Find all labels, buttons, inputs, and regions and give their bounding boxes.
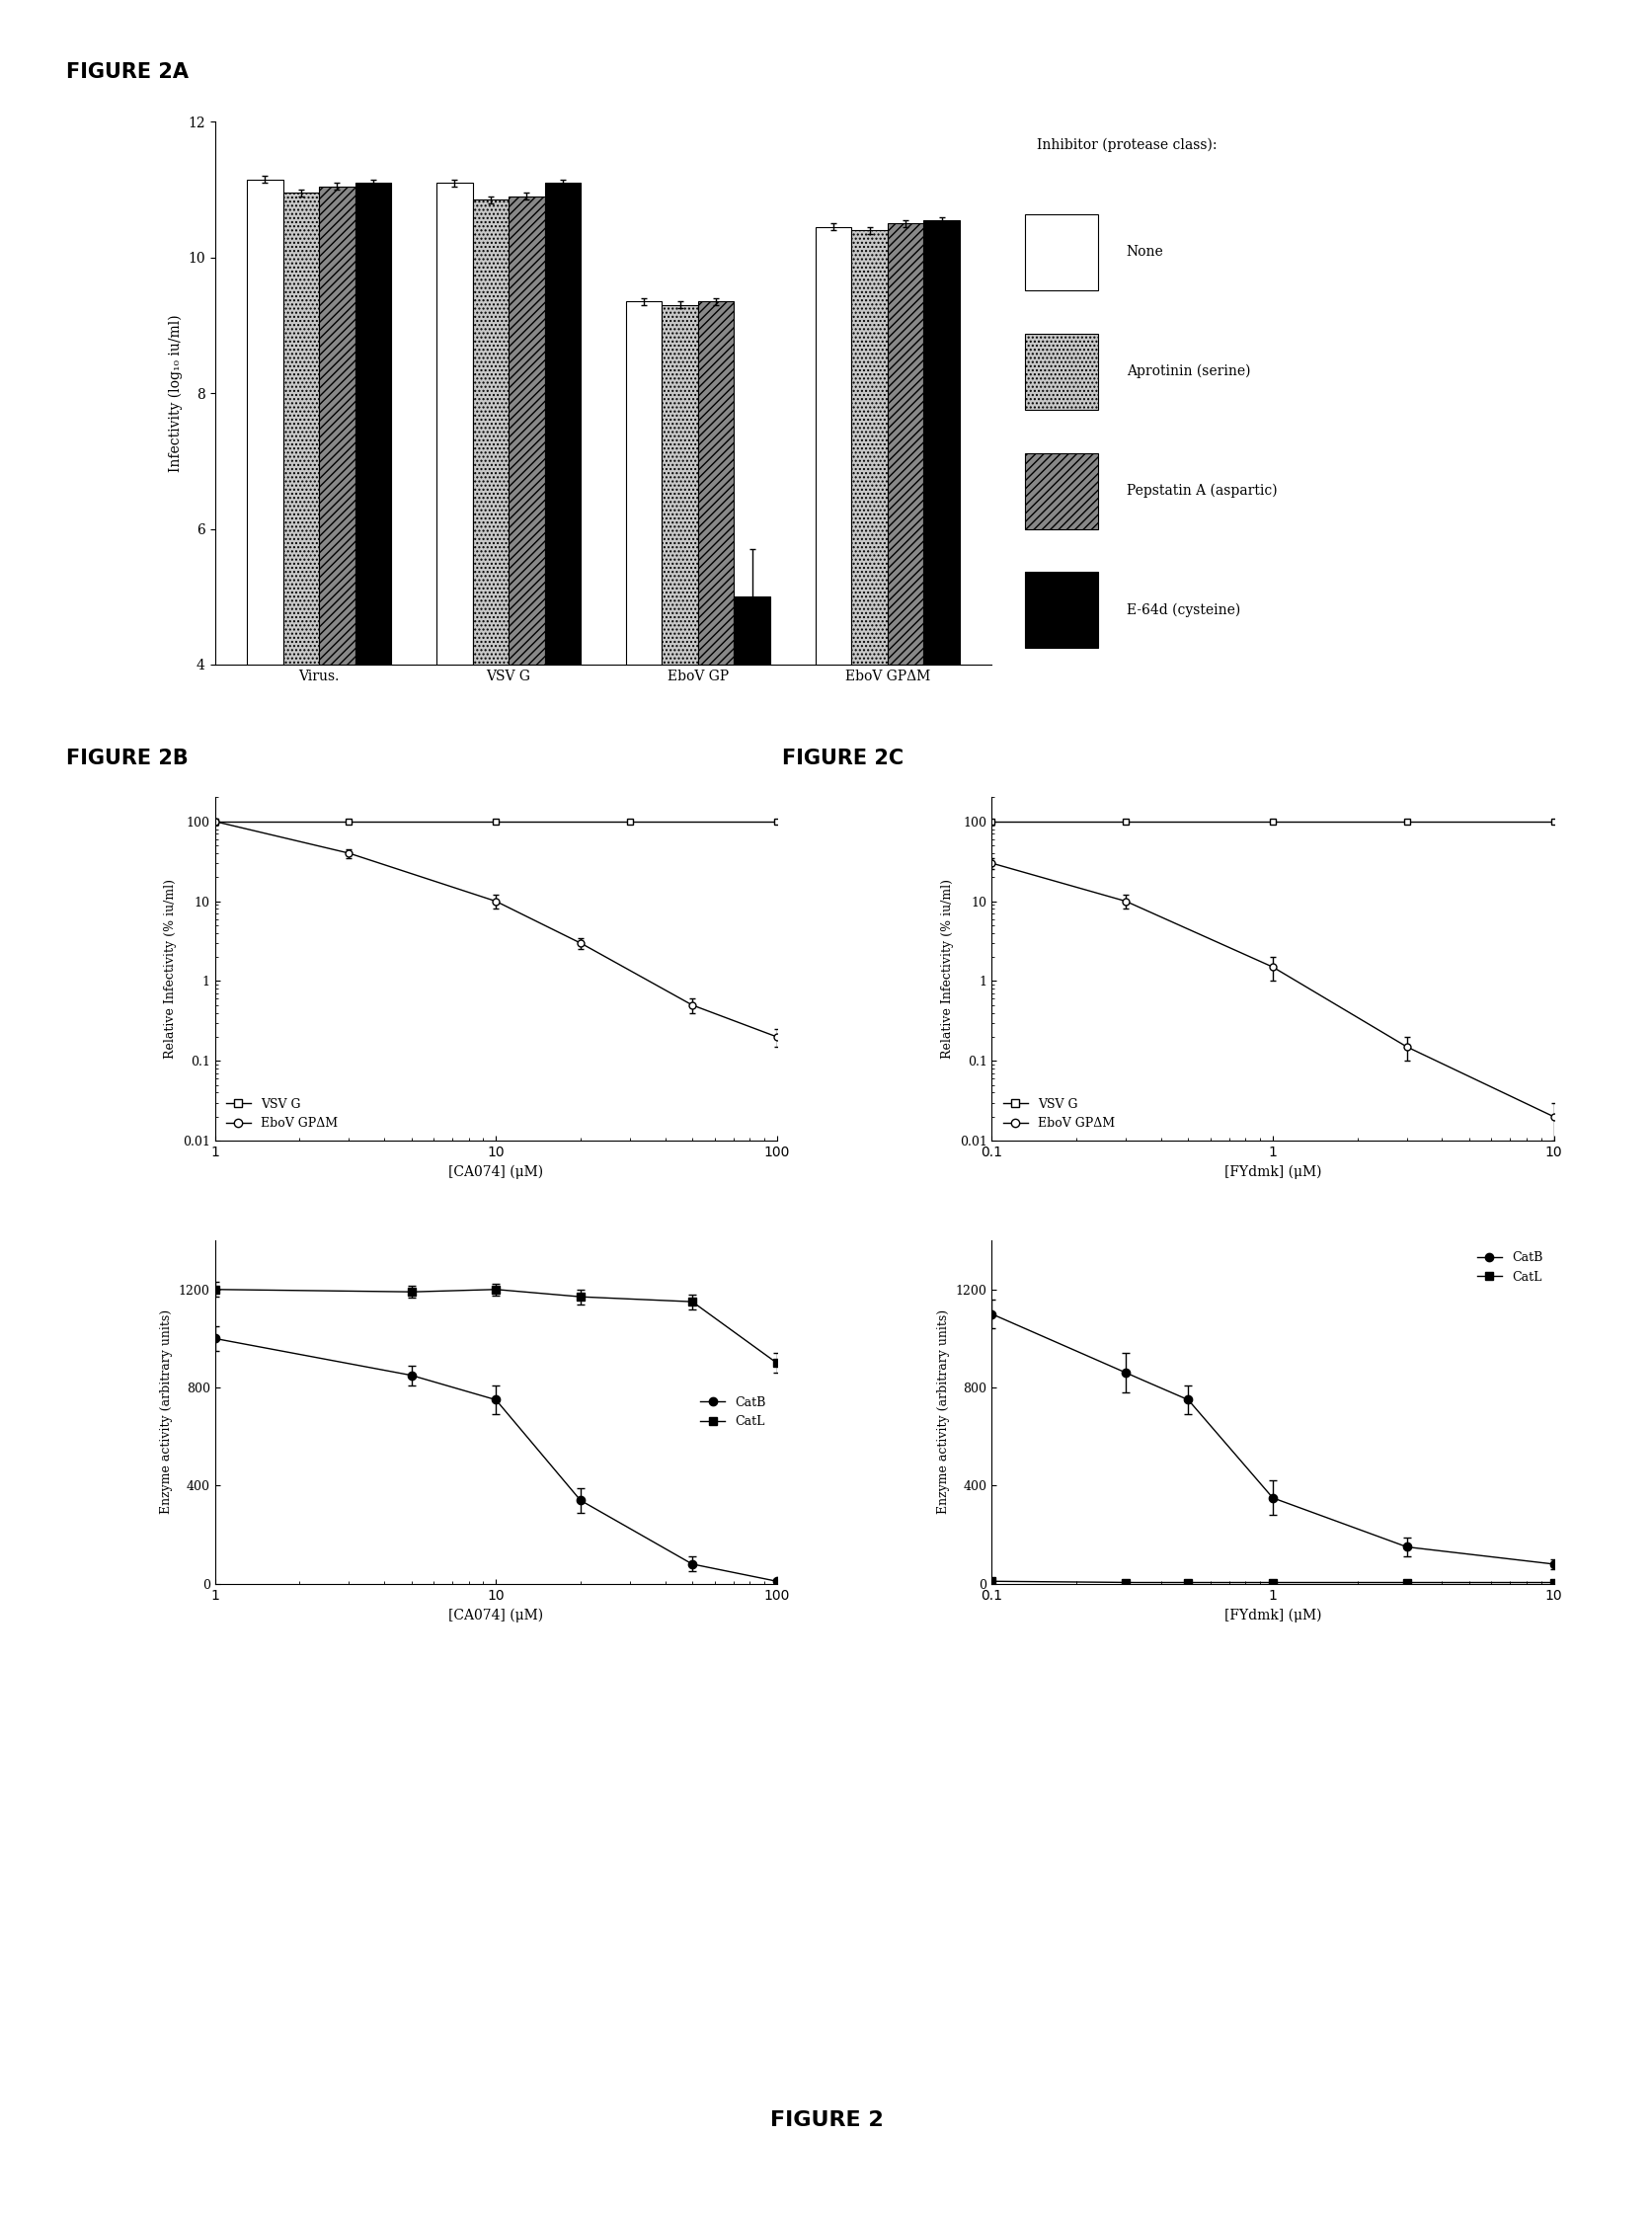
Bar (733, 596, 770, 935)
Bar (662, 306, 697, 935)
Y-axis label: Relative Infectivity (% iu/ml): Relative Infectivity (% iu/ml) (940, 879, 953, 1059)
Bar (923, 219, 960, 935)
Text: FIGURE 2C: FIGURE 2C (781, 749, 904, 769)
X-axis label: [CA074] (μM): [CA074] (μM) (448, 1165, 544, 1178)
Bar (319, 186, 355, 935)
Bar (509, 197, 544, 935)
Bar (355, 184, 392, 935)
Text: E-64d (cysteine): E-64d (cysteine) (1125, 602, 1239, 618)
Text: Inhibitor (protease class):: Inhibitor (protease class): (1036, 137, 1216, 153)
Y-axis label: Relative Infectivity (% iu/ml): Relative Infectivity (% iu/ml) (164, 879, 177, 1059)
Text: FIGURE 2B: FIGURE 2B (66, 749, 188, 769)
Bar (697, 301, 733, 935)
X-axis label: [CA074] (μM): [CA074] (μM) (448, 1608, 544, 1621)
Legend: CatB, CatL: CatB, CatL (1472, 1247, 1546, 1289)
Text: None: None (1125, 246, 1163, 259)
X-axis label: [FYdmk] (μM): [FYdmk] (μM) (1224, 1608, 1320, 1621)
Bar (544, 184, 580, 935)
Bar (1024, 452, 1097, 529)
Bar (851, 230, 887, 935)
Bar (1024, 215, 1097, 290)
Y-axis label: Enzyme activity (arbitrary units): Enzyme activity (arbitrary units) (160, 1309, 173, 1515)
Legend: VSV G, EboV GPΔM: VSV G, EboV GPΔM (221, 1092, 342, 1134)
Bar (472, 199, 509, 935)
Text: Aprotinin (serine): Aprotinin (serine) (1125, 363, 1249, 379)
Bar (626, 301, 662, 935)
Bar (436, 184, 472, 935)
Legend: CatB, CatL: CatB, CatL (695, 1391, 770, 1433)
Legend: VSV G, EboV GPΔM: VSV G, EboV GPΔM (998, 1092, 1118, 1134)
Bar (1024, 334, 1097, 410)
Y-axis label: Enzyme activity (arbitrary units): Enzyme activity (arbitrary units) (937, 1309, 950, 1515)
Bar (814, 226, 851, 935)
Bar (282, 193, 319, 935)
Bar (246, 179, 282, 935)
X-axis label: [FYdmk] (μM): [FYdmk] (μM) (1224, 1165, 1320, 1178)
Bar (887, 224, 923, 935)
Text: FIGURE 2A: FIGURE 2A (66, 62, 188, 82)
Text: Pepstatin A (aspartic): Pepstatin A (aspartic) (1125, 483, 1277, 498)
Y-axis label: Infectivity (log₁₀ iu/ml): Infectivity (log₁₀ iu/ml) (169, 315, 182, 472)
Bar (1024, 571, 1097, 649)
Text: FIGURE 2: FIGURE 2 (770, 2111, 882, 2131)
